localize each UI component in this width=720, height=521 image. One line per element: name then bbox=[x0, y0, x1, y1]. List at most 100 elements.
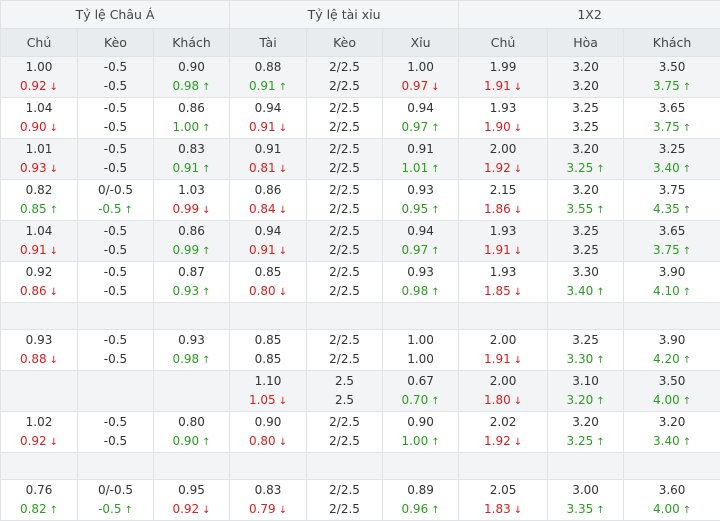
odds-value: 1.92 bbox=[484, 161, 511, 175]
odds-value: 3.25 bbox=[572, 101, 599, 115]
opening-odds: 1.93 bbox=[459, 222, 547, 241]
opening-odds: 3.75 bbox=[624, 181, 720, 200]
odds-value: 0.91 bbox=[249, 243, 276, 257]
cell-draw: 3.25 3.25 bbox=[548, 98, 624, 139]
arrow-down-icon: ↓ bbox=[514, 501, 522, 520]
current-odds: 0.85↑ bbox=[1, 200, 77, 219]
arrow-down-icon: ↓ bbox=[279, 433, 287, 452]
arrow-up-icon: ↑ bbox=[202, 433, 210, 452]
odds-value: 3.20 bbox=[572, 183, 599, 197]
current-odds: 0.91↑ bbox=[154, 159, 229, 178]
current-odds: 0.98↑ bbox=[383, 282, 458, 301]
arrow-up-icon: ↑ bbox=[683, 433, 691, 452]
odds-value: 0.89 bbox=[407, 483, 434, 497]
odds-value: 0.83 bbox=[178, 142, 205, 156]
opening-odds: 0.91 bbox=[383, 140, 458, 159]
opening-odds: 3.20 bbox=[548, 181, 623, 200]
odds-value: 0.90 bbox=[255, 415, 282, 429]
odds-value: 1.00 bbox=[172, 120, 199, 134]
odds-value: 3.65 bbox=[659, 224, 686, 238]
arrow-down-icon: ↓ bbox=[279, 242, 287, 261]
opening-odds: 1.04 bbox=[1, 222, 77, 241]
odds-value: 0.93 bbox=[26, 333, 53, 347]
arrow-up-icon: ↑ bbox=[431, 160, 439, 179]
cell-away: 0.83 0.91↑ bbox=[154, 139, 230, 180]
opening-odds: -0.5 bbox=[78, 222, 153, 241]
current-odds: 3.30↑ bbox=[548, 350, 623, 369]
current-odds: 0.90↓ bbox=[1, 118, 77, 137]
odds-value: 0.80 bbox=[249, 284, 276, 298]
odds-value: 3.20 bbox=[659, 415, 686, 429]
odds-value: 3.30 bbox=[567, 352, 594, 366]
current-odds: 2/2.5 bbox=[307, 200, 382, 219]
odds-value: -0.5 bbox=[104, 79, 127, 93]
opening-odds: 0/-0.5 bbox=[78, 481, 153, 500]
opening-odds: 0.94 bbox=[230, 99, 306, 118]
arrow-up-icon: ↑ bbox=[50, 501, 58, 520]
odds-value: -0.5 bbox=[104, 142, 127, 156]
current-odds: 2/2.5 bbox=[307, 500, 382, 519]
odds-value: 0.98 bbox=[172, 79, 199, 93]
odds-value: 3.75 bbox=[653, 79, 680, 93]
arrow-up-icon: ↑ bbox=[596, 501, 604, 520]
odds-value: 4.00 bbox=[653, 502, 680, 516]
cell-handicap: -0.5-0.5 bbox=[78, 139, 154, 180]
current-odds: 0.84↓ bbox=[230, 200, 306, 219]
opening-odds: 3.20 bbox=[624, 413, 720, 432]
odds-value: 2/2.5 bbox=[329, 333, 360, 347]
current-odds: 0.80↓ bbox=[230, 282, 306, 301]
opening-odds: 2/2.5 bbox=[307, 222, 382, 241]
odds-value: 1.91 bbox=[484, 79, 511, 93]
cell-handicap: -0.5-0.5 bbox=[78, 330, 154, 371]
col-header-handicap: Kèo bbox=[78, 29, 154, 57]
col-header-under: Xỉu bbox=[383, 29, 459, 57]
current-odds: 3.55↑ bbox=[548, 200, 623, 219]
odds-value: 3.25 bbox=[572, 333, 599, 347]
odds-value: 3.25 bbox=[572, 120, 599, 134]
odds-value: 3.10 bbox=[572, 374, 599, 388]
odds-value: 4.35 bbox=[653, 202, 680, 216]
odds-value: 0.86 bbox=[178, 101, 205, 115]
arrow-up-icon: ↑ bbox=[431, 283, 439, 302]
opening-odds: 1.00 bbox=[1, 58, 77, 77]
current-odds: 2/2.5 bbox=[307, 432, 382, 451]
odds-value: -0.5 bbox=[98, 502, 121, 516]
cell-away-win bbox=[624, 303, 720, 330]
opening-odds: 1.93 bbox=[459, 263, 547, 282]
odds-value: -0.5 bbox=[104, 434, 127, 448]
odds-value: 1.04 bbox=[26, 101, 53, 115]
col-header-away-win: Khách bbox=[624, 29, 720, 57]
odds-value: 1.93 bbox=[490, 101, 517, 115]
odds-value: 0.81 bbox=[249, 161, 276, 175]
odds-value: 0.88 bbox=[255, 60, 282, 74]
arrow-down-icon: ↓ bbox=[202, 201, 210, 220]
opening-odds: 3.30 bbox=[548, 263, 623, 282]
current-odds: 3.40↑ bbox=[624, 432, 720, 451]
opening-odds: 0.89 bbox=[383, 481, 458, 500]
cell-draw bbox=[548, 453, 624, 480]
cell-handicap: 0/-0.5-0.5↑ bbox=[78, 180, 154, 221]
